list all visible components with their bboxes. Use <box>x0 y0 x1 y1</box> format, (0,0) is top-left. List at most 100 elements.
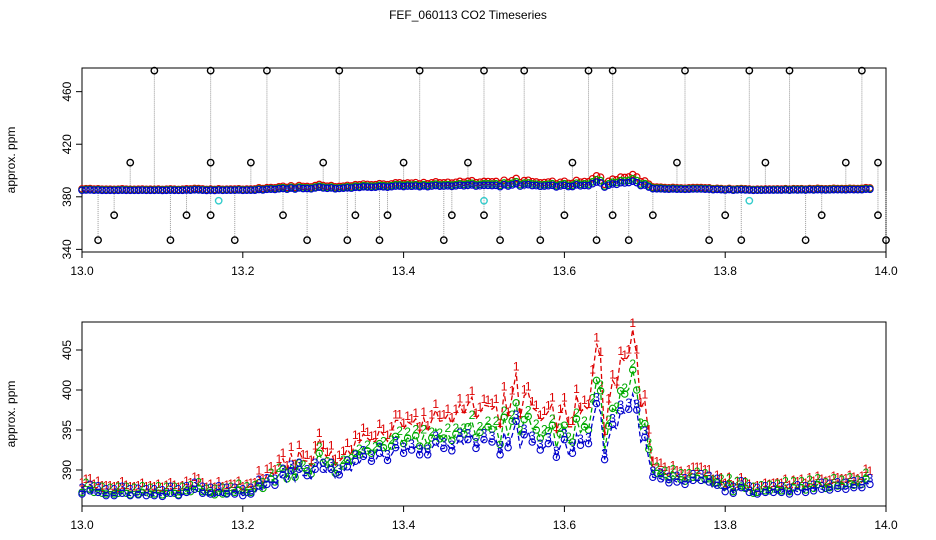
series-symbol: 3 <box>87 478 94 492</box>
series-point <box>351 183 360 192</box>
series-symbol: 1 <box>645 423 652 437</box>
series-symbol: 2 <box>219 481 226 495</box>
series-symbol: 3 <box>272 472 279 486</box>
series-point <box>761 186 770 194</box>
series-symbol: 2 <box>654 460 661 474</box>
series-point <box>801 488 810 497</box>
series-symbol: 3 <box>593 391 600 405</box>
series-symbol: 1 <box>758 479 765 493</box>
series-point <box>701 475 709 484</box>
series-point <box>166 489 175 497</box>
series-point <box>825 486 834 494</box>
series-point <box>689 476 697 485</box>
series-point <box>476 428 484 437</box>
series-symbol: 1 <box>561 391 568 405</box>
series-point <box>817 485 826 493</box>
series-symbol: 3 <box>682 471 689 485</box>
series-point <box>279 465 287 473</box>
series-symbol: 1 <box>826 473 833 487</box>
series-symbol: 3 <box>223 481 230 495</box>
series-symbol: 2 <box>621 381 628 395</box>
series-symbol: 2 <box>260 475 267 489</box>
series-symbol: 1 <box>706 463 713 477</box>
series-symbol: 1 <box>231 477 238 491</box>
series-point <box>150 186 159 195</box>
series-point <box>496 182 504 191</box>
series-point <box>616 407 625 415</box>
y-tick-label: 400 <box>60 380 74 400</box>
series-symbol: 1 <box>846 468 853 482</box>
series-point <box>456 435 464 443</box>
series-symbol: 2 <box>750 480 757 494</box>
series-symbol: 3 <box>376 440 383 454</box>
series-symbol: 2 <box>332 460 339 474</box>
series-symbol: 3 <box>408 437 415 451</box>
series-symbol: 1 <box>400 416 407 430</box>
series-symbol: 1 <box>159 480 166 494</box>
series-symbol: 1 <box>372 428 379 442</box>
series-symbol: 1 <box>794 475 801 489</box>
series-symbol: 2 <box>380 435 387 449</box>
series-symbol: 2 <box>461 421 468 435</box>
series-symbol: 1 <box>195 471 202 485</box>
series-symbol: 1 <box>332 452 339 466</box>
series-symbol: 1 <box>477 400 484 414</box>
series-symbol: 1 <box>388 419 395 433</box>
series-symbol: 1 <box>670 459 677 473</box>
series-point <box>255 482 263 490</box>
series-point <box>347 184 356 192</box>
series-point <box>641 433 649 441</box>
series-symbol: 1 <box>754 479 761 493</box>
series-point <box>464 423 472 431</box>
series-symbol: 1 <box>111 479 118 493</box>
series-point <box>866 185 874 194</box>
series-point <box>343 463 352 471</box>
data-point <box>182 211 191 220</box>
series-symbol: 2 <box>388 433 395 447</box>
series-point <box>419 182 428 190</box>
series-symbol: 3 <box>103 483 110 497</box>
series-symbol: 1 <box>131 479 138 493</box>
plot-frame-1 <box>81 321 887 507</box>
series-symbol: 3 <box>850 475 857 489</box>
series-symbol: 2 <box>147 481 154 495</box>
series-point <box>862 185 870 194</box>
series-symbol: 2 <box>469 408 476 422</box>
series-point <box>524 412 532 421</box>
data-point <box>230 236 239 245</box>
series-symbol: 2 <box>573 406 580 420</box>
data-point <box>480 211 488 220</box>
data-point <box>383 211 392 220</box>
series-symbol: 3 <box>529 429 536 443</box>
series-point <box>633 386 641 394</box>
series-point <box>383 183 392 191</box>
series-point <box>833 185 842 194</box>
data-point <box>817 211 826 220</box>
data-point <box>263 66 271 75</box>
series-symbol: 1 <box>649 454 656 468</box>
series-symbol: 3 <box>770 479 777 493</box>
series-point <box>86 186 94 194</box>
series-symbol: 2 <box>115 480 122 494</box>
series-point <box>809 487 818 495</box>
series-point <box>584 181 593 190</box>
series-point <box>154 186 163 195</box>
series-symbol: 1 <box>151 479 158 493</box>
series-point <box>210 186 219 195</box>
series-symbol: 1 <box>867 464 874 478</box>
series-point <box>198 489 207 497</box>
series-point <box>753 490 762 498</box>
series-point <box>673 478 681 486</box>
series-symbol: 3 <box>79 481 86 495</box>
series-point <box>126 491 134 500</box>
data-point <box>608 211 617 220</box>
series-symbol: 3 <box>706 469 713 483</box>
series-point <box>592 178 601 186</box>
series-point <box>335 471 344 479</box>
series-symbol: 1 <box>448 411 455 425</box>
series-symbol: 1 <box>617 344 624 358</box>
data-point <box>447 211 456 220</box>
x-tick-label: 13.4 <box>392 518 416 532</box>
series-symbol: 3 <box>674 469 681 483</box>
series-point <box>600 183 609 191</box>
